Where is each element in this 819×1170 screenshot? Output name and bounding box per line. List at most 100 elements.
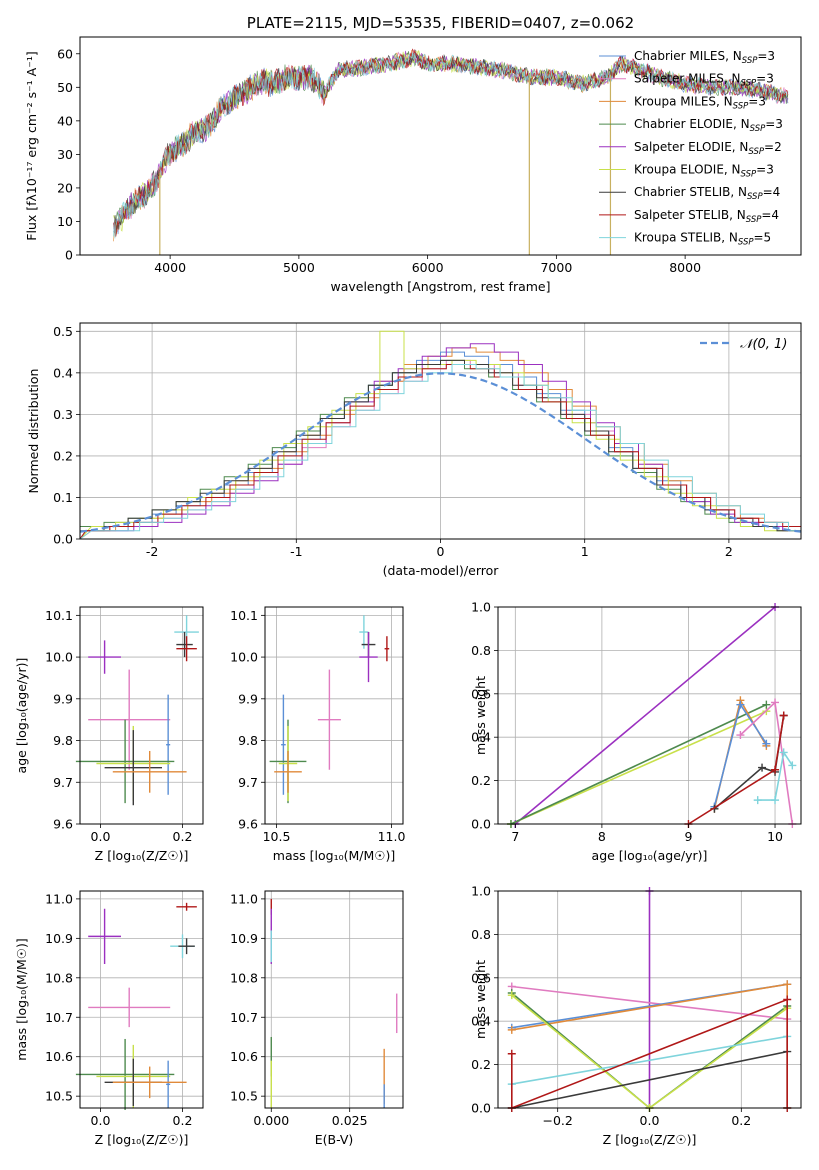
y-tick-label: 0.2 xyxy=(53,448,73,463)
errorbar-point xyxy=(166,1060,171,1108)
panel-spectrum: 4000 5000 6000 7000 8000 0 10 20 30 40 50 60 wavelen… xyxy=(24,14,802,294)
x-tick-label: 0.0 xyxy=(91,829,111,844)
y-tick-label: 10.8 xyxy=(230,970,258,985)
errorbar-point xyxy=(166,694,171,795)
weight-marker xyxy=(507,1049,516,1058)
y-tick-label: 0.2 xyxy=(471,773,491,788)
legend-label: Salpeter STELIB, N xyxy=(634,208,746,222)
x-tick-label: 0.0 xyxy=(640,1113,660,1128)
legend-suffix: =3 xyxy=(756,72,774,86)
y-tick-label: 9.6 xyxy=(53,817,73,832)
weight-marker xyxy=(753,796,762,805)
y-tick-label: 0.6 xyxy=(471,970,491,985)
spectrum-line xyxy=(113,52,789,239)
weight-marker xyxy=(783,980,792,989)
y-tick-label: 10.7 xyxy=(45,1010,73,1025)
y-tick-label: 10.9 xyxy=(230,931,258,946)
y-tick-label: 0.0 xyxy=(471,1101,491,1116)
legend-sub: SSP xyxy=(738,238,754,248)
weight-marker xyxy=(779,711,788,720)
legend-entry: Chabrier MILES, NSSP=3 xyxy=(634,49,775,66)
weight-line xyxy=(510,710,767,825)
x-tick-label: 0.025 xyxy=(332,1113,368,1128)
legend-sub: SSP xyxy=(733,101,749,111)
gaussian-curve xyxy=(79,372,802,533)
x-tick-label: 8000 xyxy=(669,260,701,275)
x-tick-label: 4000 xyxy=(154,260,186,275)
weight-marker xyxy=(771,765,780,774)
legend-sub: SSP xyxy=(747,192,763,202)
x-tick-label: 0.0 xyxy=(91,1113,111,1128)
errorbar-point xyxy=(88,640,121,674)
weight-marker xyxy=(771,698,780,707)
legend-entry: Kroupa STELIB, NSSP=5 xyxy=(634,231,771,248)
weight-marker xyxy=(736,700,745,709)
x-tick-label: -2 xyxy=(146,544,158,559)
errorbar-point xyxy=(104,730,162,806)
legend-sub: SSP xyxy=(748,147,764,157)
x-tick-label: 1 xyxy=(581,544,589,559)
y-tick-label: 9.8 xyxy=(238,733,258,748)
legend-label: Kroupa STELIB, N xyxy=(634,231,738,245)
legend-suffix: =3 xyxy=(757,49,775,63)
legend-suffix: =3 xyxy=(748,94,766,108)
weight-marker xyxy=(736,731,745,740)
y-tick-label: 10.9 xyxy=(45,931,73,946)
legend-entry: Salpeter ELODIE, NSSP=2 xyxy=(634,140,782,157)
x-tick-label: 7000 xyxy=(540,260,572,275)
weight-line xyxy=(739,700,794,825)
y-tick-label: 0.1 xyxy=(53,490,73,505)
legend-entry: Salpeter MILES, NSSP=3 xyxy=(634,72,774,89)
y-tick-label: 50 xyxy=(57,80,73,95)
y-tick-label: 0.2 xyxy=(471,1057,491,1072)
legend-label: Salpeter MILES, N xyxy=(634,72,741,86)
x-tick-label: 10.5 xyxy=(263,829,291,844)
legend-suffix: =2 xyxy=(764,140,782,154)
y-axis-label: mass [log₁₀(M/M☉)] xyxy=(14,938,29,1060)
x-tick-label: 0.2 xyxy=(173,1113,193,1128)
errorbar-point xyxy=(281,694,286,795)
y-tick-label: 0.6 xyxy=(471,686,491,701)
errorbar-point xyxy=(88,669,171,770)
x-tick-label: 11.0 xyxy=(378,829,406,844)
errorbar-point xyxy=(75,1038,175,1110)
chart-title: PLATE=2115, MJD=53535, FIBERID=0407, z=0… xyxy=(247,14,634,32)
y-tick-label: 0.5 xyxy=(53,324,73,339)
errorbar-point xyxy=(112,750,187,793)
x-tick-label: -1 xyxy=(290,544,302,559)
y-tick-label: 10.8 xyxy=(45,970,73,985)
legend-suffix: =3 xyxy=(765,117,783,131)
errorbar-point xyxy=(75,719,175,804)
y-tick-label: 0 xyxy=(65,248,73,263)
y-axis-label: mass weight xyxy=(473,676,488,755)
y-axis-label: age [log₁₀(age/yr)] xyxy=(14,658,29,774)
y-tick-label: 0.8 xyxy=(471,927,491,942)
legend-entry: Kroupa ELODIE, NSSP=3 xyxy=(634,163,774,180)
y-tick-label: 10.1 xyxy=(230,608,258,623)
y-tick-label: 10.6 xyxy=(45,1049,73,1064)
legend-entry: Salpeter STELIB, NSSP=4 xyxy=(634,208,779,225)
legend-label: Kroupa ELODIE, N xyxy=(634,163,741,177)
errorbar-point xyxy=(359,632,378,683)
x-tick-label: 10 xyxy=(767,829,783,844)
x-tick-label: 5000 xyxy=(283,260,315,275)
weight-line xyxy=(511,985,788,1020)
y-tick-label: 20 xyxy=(57,180,73,195)
errorbar-point xyxy=(274,750,302,793)
y-tick-label: 9.7 xyxy=(53,775,73,790)
legend-entry: Chabrier ELODIE, NSSP=3 xyxy=(634,117,783,134)
legend-label: Chabrier MILES, N xyxy=(634,49,742,63)
weight-marker xyxy=(771,796,780,805)
errorbar-point xyxy=(176,902,197,911)
histogram-series xyxy=(79,364,801,540)
x-tick-label: 0.2 xyxy=(173,829,193,844)
x-axis-label: Z [log₁₀(Z/Z☉)] xyxy=(95,1132,189,1147)
x-tick-label: 7 xyxy=(511,829,519,844)
errorbar-point xyxy=(176,636,197,662)
legend-label: Salpeter ELODIE, N xyxy=(634,140,748,154)
x-tick-label: 0.2 xyxy=(731,1113,751,1128)
x-tick-label: 8 xyxy=(598,829,606,844)
weight-line xyxy=(511,998,788,1110)
